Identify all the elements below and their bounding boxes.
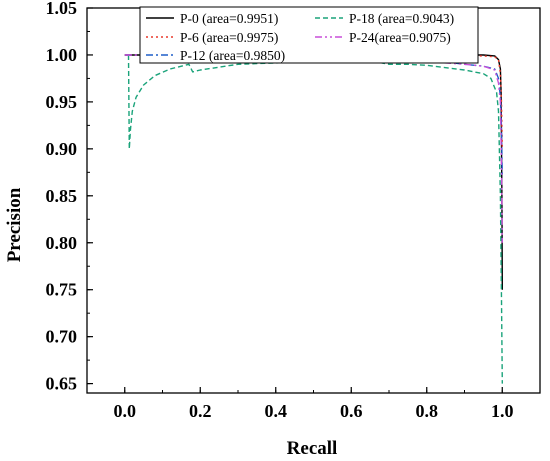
series-line-3 (127, 54, 503, 384)
series-lines (124, 54, 503, 384)
x-tick-label: 0.4 (265, 401, 288, 421)
axes: 0.0 0.2 0.4 0.6 0.8 1.0 0.65 0.70 0.75 0.80 0.85 0.… (46, 0, 541, 421)
y-tick-label: 0.75 (46, 280, 78, 300)
legend-label-2: P-12 (area=0.9850) (180, 48, 285, 63)
y-tick-label: 0.80 (46, 233, 78, 253)
legend-label-3: P-18 (area=0.9043) (349, 11, 454, 26)
series-line-2 (124, 54, 503, 178)
series-line-1 (124, 54, 503, 149)
legend-label-1: P-6 (area=0.9975) (180, 30, 278, 45)
x-axis-title: Recall (287, 438, 338, 459)
y-tick-label: 1.05 (46, 0, 78, 18)
legend-label-4: P-24(area=0.9075) (349, 30, 451, 45)
y-tick-label: 1.00 (46, 45, 78, 65)
legend-box (139, 6, 479, 64)
y-tick-label: 0.70 (46, 327, 78, 347)
y-tick-label: 0.85 (46, 186, 78, 206)
x-tick-label: 1.0 (491, 401, 514, 421)
series-line-4 (124, 54, 503, 243)
y-tick-label: 0.95 (46, 92, 78, 112)
x-tick-label: 0.2 (189, 401, 212, 421)
series-line-0 (124, 54, 503, 290)
x-tick-label: 0.6 (340, 401, 363, 421)
legend-label-0: P-0 (area=0.9951) (180, 11, 278, 26)
y-tick-label: 0.90 (46, 139, 78, 159)
legend: P-0 (area=0.9951) P-6 (area=0.9975) P-12 (… (139, 6, 479, 64)
y-axis-title: Precision (4, 187, 25, 262)
x-tick-label: 0.8 (416, 401, 439, 421)
y-tick-label: 0.65 (46, 374, 78, 394)
x-tick-label: 0.0 (114, 401, 137, 421)
